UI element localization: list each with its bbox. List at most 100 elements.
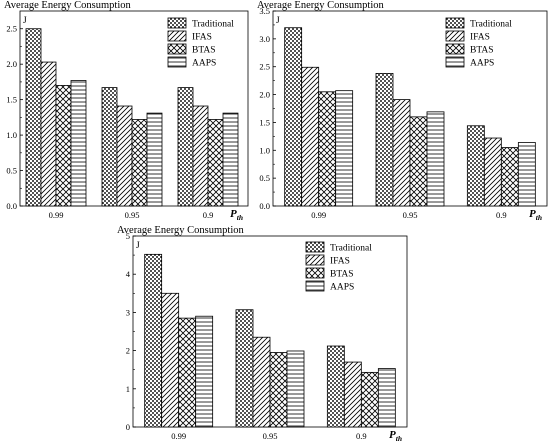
x-tick-label: 0.99 xyxy=(311,210,326,220)
legend-swatch-traditional xyxy=(167,17,187,29)
bar-aaps-0.95 xyxy=(286,350,305,428)
bar-traditional-0.99 xyxy=(284,27,303,207)
legend-label-btas: BTAS xyxy=(192,46,216,56)
y-tick-label: 1.0 xyxy=(6,130,17,140)
bar-btas-0.9 xyxy=(500,147,519,207)
legend-label-ifas: IFAS xyxy=(470,33,490,43)
legend-swatch-aaps xyxy=(305,280,325,292)
x-axis-label-subscript: th xyxy=(237,213,243,222)
bar-aaps-0.95 xyxy=(146,112,163,207)
x-tick-label: 0.9 xyxy=(356,431,367,441)
bar-btas-0.9 xyxy=(207,119,224,207)
chart-2: Average Energy Consumption J 0.0 0.5 1.0 1.5 2… xyxy=(257,0,548,222)
bar-traditional-0.95 xyxy=(101,87,118,207)
chart-1: Average Energy Consumption J 0.0 0.5 1.0 1.5 2… xyxy=(4,0,249,222)
y-tick-label: 3.0 xyxy=(259,34,270,44)
x-axis-label-subscript: th xyxy=(396,434,402,443)
legend-swatch-btas xyxy=(305,267,325,279)
bar-traditional-0.9 xyxy=(466,125,485,207)
chart-title: Average Energy Consumption xyxy=(117,225,245,236)
bar-aaps-0.9 xyxy=(222,112,239,207)
bar-ifas-0.9 xyxy=(192,105,209,207)
y-tick-label: 2 xyxy=(126,346,130,356)
y-axis-label: J xyxy=(23,16,27,26)
x-axis-label-subscript: th xyxy=(536,213,542,222)
x-tick-label: 0.99 xyxy=(49,210,64,220)
legend-swatch-btas xyxy=(167,43,187,55)
bar-btas-0.9 xyxy=(360,371,379,428)
legend-swatch-ifas xyxy=(167,30,187,42)
legend: Traditional IFAS BTAS AAPS xyxy=(167,17,234,69)
bar-traditional-0.9 xyxy=(177,87,194,207)
legend-swatch-traditional xyxy=(305,241,325,253)
y-tick-label: 1.5 xyxy=(259,117,270,127)
y-tick-label: 0.5 xyxy=(6,166,17,176)
y-axis-label: J xyxy=(136,241,140,251)
bar-btas-0.95 xyxy=(131,119,148,207)
x-tick-label: 0.9 xyxy=(203,210,214,220)
y-tick-label: 0 xyxy=(126,422,130,432)
legend-label-traditional: Traditional xyxy=(330,244,372,254)
bar-btas-0.95 xyxy=(269,352,288,428)
bar-ifas-0.95 xyxy=(116,105,133,207)
legend: Traditional IFAS BTAS AAPS xyxy=(305,241,372,293)
bar-aaps-0.9 xyxy=(377,368,396,428)
bar-aaps-0.99 xyxy=(70,80,87,207)
y-tick-label: 0.0 xyxy=(6,201,17,211)
bar-traditional-0.9 xyxy=(326,345,345,428)
y-tick-label: 1 xyxy=(126,384,130,394)
legend-swatch-traditional xyxy=(445,17,465,29)
legend-label-btas: BTAS xyxy=(330,270,354,280)
x-tick-label: 0.95 xyxy=(263,431,278,441)
legend-label-traditional: Traditional xyxy=(470,20,512,30)
y-tick-label: 2.0 xyxy=(6,59,17,69)
legend-label-aaps: AAPS xyxy=(192,59,216,69)
bar-btas-0.99 xyxy=(318,91,337,207)
legend: Traditional IFAS BTAS AAPS xyxy=(445,17,512,69)
bar-ifas-0.99 xyxy=(161,292,180,428)
y-tick-label: 0.5 xyxy=(259,173,270,183)
x-axis-label: Pth xyxy=(529,208,542,222)
legend-label-traditional: Traditional xyxy=(192,20,234,30)
bar-aaps-0.9 xyxy=(517,142,536,207)
bar-traditional-0.95 xyxy=(375,73,394,207)
bar-ifas-0.9 xyxy=(483,137,502,207)
x-tick-label: 0.99 xyxy=(171,431,186,441)
bar-btas-0.99 xyxy=(55,85,72,207)
y-tick-label: 3 xyxy=(126,307,130,317)
legend-swatch-aaps xyxy=(167,56,187,68)
bar-aaps-0.95 xyxy=(426,111,445,207)
y-tick-label: 0.0 xyxy=(259,201,270,211)
x-tick-label: 0.95 xyxy=(403,210,418,220)
y-tick-label: 1.0 xyxy=(259,145,270,155)
y-tick-label: 2.5 xyxy=(6,24,17,34)
chart-title: Average Energy Consumption xyxy=(257,0,385,11)
y-axis-label: J xyxy=(276,16,280,26)
y-tick-label: 2.5 xyxy=(259,62,270,72)
bar-ifas-0.95 xyxy=(252,336,271,428)
chart-title: Average Energy Consumption xyxy=(4,0,132,11)
legend-swatch-aaps xyxy=(445,56,465,68)
bar-ifas-0.95 xyxy=(392,99,411,207)
bar-ifas-0.99 xyxy=(301,66,320,207)
y-tick-label: 5 xyxy=(126,231,130,241)
bar-ifas-0.9 xyxy=(343,361,362,428)
bar-ifas-0.99 xyxy=(40,61,57,207)
bar-aaps-0.99 xyxy=(195,315,214,428)
y-tick-label: 2.0 xyxy=(259,90,270,100)
bar-traditional-0.99 xyxy=(25,28,42,207)
bar-btas-0.95 xyxy=(409,116,428,207)
legend-label-ifas: IFAS xyxy=(330,257,350,267)
x-axis-label: Pth xyxy=(230,208,243,222)
x-tick-label: 0.95 xyxy=(125,210,140,220)
bar-traditional-0.95 xyxy=(235,309,254,428)
y-tick-label: 4 xyxy=(126,269,131,279)
legend-label-aaps: AAPS xyxy=(470,59,494,69)
bar-traditional-0.99 xyxy=(144,253,163,428)
y-tick-label: 3.5 xyxy=(259,6,270,16)
legend-label-aaps: AAPS xyxy=(330,283,354,293)
legend-swatch-ifas xyxy=(445,30,465,42)
chart-3: Average Energy Consumption J 0 1 2 3 4 5 0.99 0.9… xyxy=(117,225,408,443)
x-tick-label: 0.9 xyxy=(496,210,507,220)
